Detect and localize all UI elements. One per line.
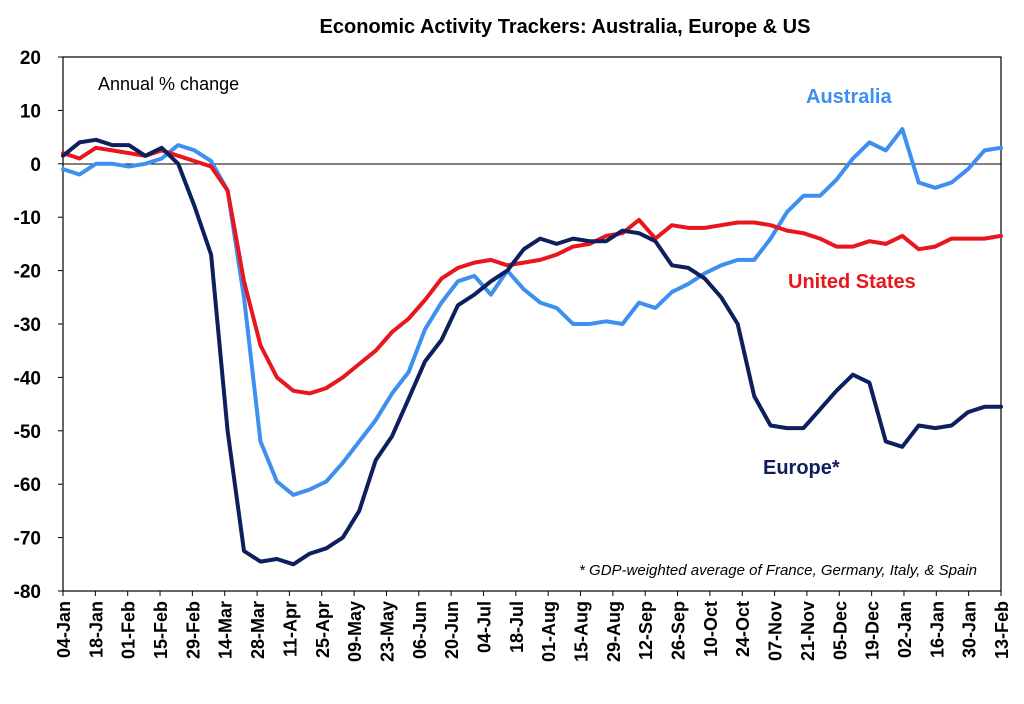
series-label-united-states: United States [788, 271, 916, 293]
x-tick-label: 06-Jun [410, 601, 430, 659]
y-tick-label: 0 [30, 155, 41, 176]
x-tick-label: 07-Nov [766, 601, 786, 661]
y-tick-label: -10 [14, 208, 41, 229]
x-tick-label: 12-Sep [636, 601, 656, 660]
x-tick-label: 01-Feb [119, 601, 139, 659]
x-tick-label: 09-May [345, 601, 365, 662]
y-axis-label: Annual % change [98, 74, 239, 94]
x-tick-label: 15-Feb [151, 601, 171, 659]
y-tick-label: 10 [20, 101, 41, 122]
x-tick-label: 18-Jul [507, 601, 527, 653]
x-tick-label: 02-Jan [895, 601, 915, 658]
chart-title: Economic Activity Trackers: Australia, E… [320, 16, 811, 38]
series-label-europe: Europe* [763, 457, 840, 479]
x-tick-label: 29-Aug [604, 601, 624, 662]
series-line-europe [61, 137, 1003, 567]
y-tick-label: -80 [14, 582, 41, 603]
x-tick-label: 20-Jun [442, 601, 462, 659]
x-tick-label: 16-Jan [927, 601, 947, 658]
y-axis: 20 10 0 -10 -20 -30 -40 -50 -60 -70 -80 [14, 48, 63, 603]
x-tick-label: 26-Sep [669, 601, 689, 660]
x-tick-label: 05-Dec [830, 601, 850, 660]
y-tick-label: 20 [20, 48, 41, 69]
x-tick-label: 18-Jan [86, 601, 106, 658]
x-tick-label: 04-Jul [474, 601, 494, 653]
x-tick-label: 14-Mar [216, 601, 236, 659]
x-tick-label: 24-Oct [733, 601, 753, 657]
x-tick-label: 10-Oct [701, 601, 721, 657]
series-lines [61, 127, 1003, 567]
x-tick-label: 28-Mar [248, 601, 268, 659]
x-tick-label: 13-Feb [992, 601, 1012, 659]
x-tick-label: 21-Nov [798, 601, 818, 661]
x-tick-label: 25-Apr [313, 601, 333, 658]
series-label-australia: Australia [806, 86, 892, 108]
x-axis: 04-Jan 18-Jan 01-Feb 15-Feb 29-Feb 14-Mar 28-M… [54, 591, 1012, 662]
series-line-united-states [61, 145, 1003, 396]
y-tick-label: -40 [14, 368, 41, 389]
plot-area [62, 56, 1002, 592]
x-tick-label: 23-May [377, 601, 397, 662]
y-tick-label: -70 [14, 529, 41, 550]
footnote: * GDP-weighted average of France, German… [579, 562, 977, 579]
y-tick-label: -30 [14, 315, 41, 336]
x-tick-label: 29-Feb [183, 601, 203, 659]
x-tick-label: 11-Apr [280, 601, 300, 657]
x-tick-label: 15-Aug [572, 601, 592, 662]
x-tick-label: 30-Jan [960, 601, 980, 658]
x-tick-label: 04-Jan [54, 601, 74, 658]
x-tick-label: 01-Aug [539, 601, 559, 662]
y-tick-label: -20 [14, 262, 41, 283]
y-tick-label: -50 [14, 422, 41, 443]
x-tick-label: 19-Dec [863, 601, 883, 660]
y-tick-label: -60 [14, 475, 41, 496]
